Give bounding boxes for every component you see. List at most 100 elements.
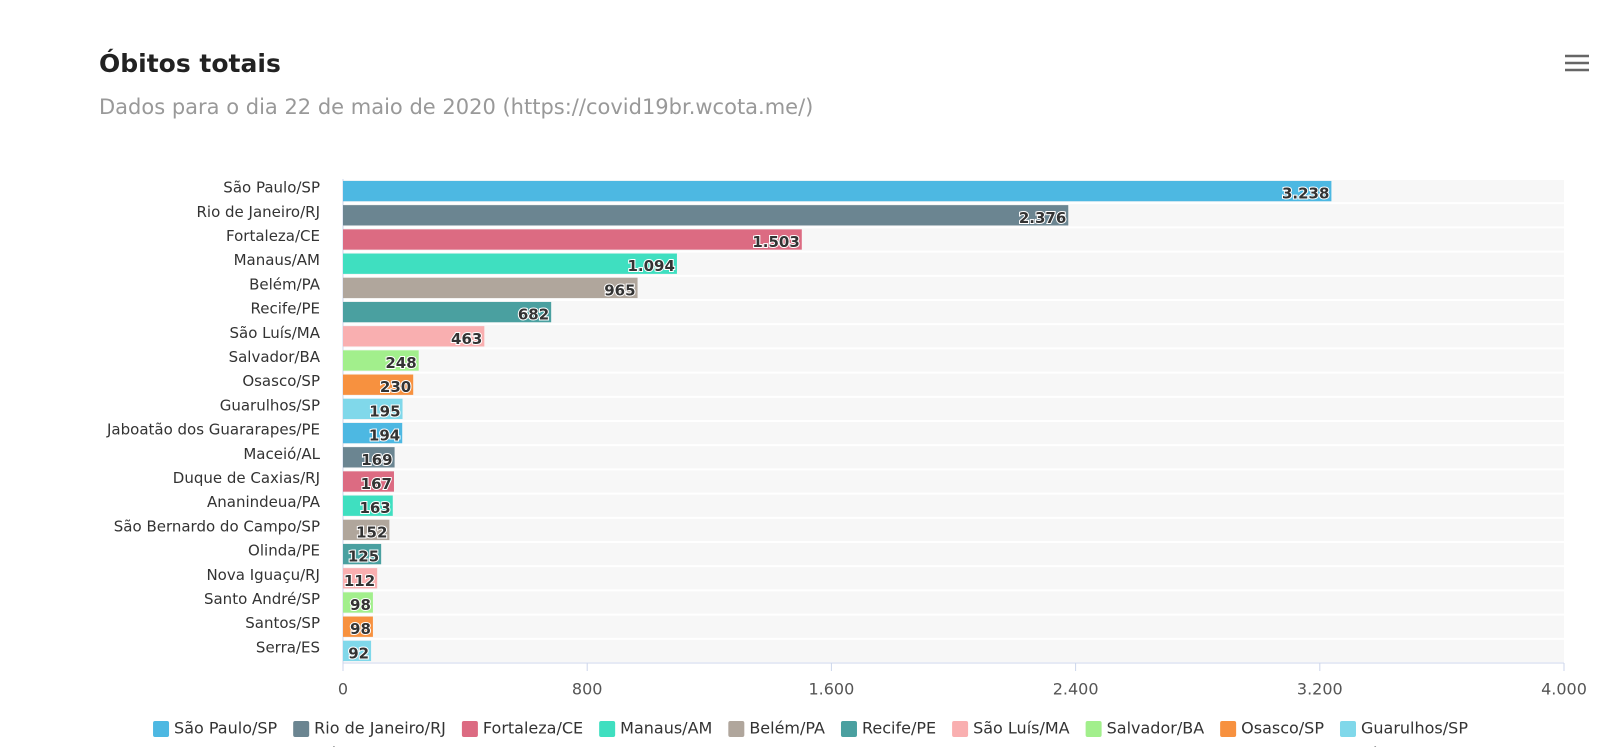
- legend-label: Maceió/AL: [281, 745, 363, 747]
- data-label: 194: [369, 427, 400, 445]
- row-band: [343, 615, 1564, 638]
- legend-item[interactable]: Olinda/PE: [987, 745, 1085, 747]
- y-tick-label: Duque de Caxias/RJ: [173, 469, 320, 487]
- legend-label: Rio de Janeiro/RJ: [314, 719, 446, 738]
- bar: [343, 592, 373, 613]
- y-tick-label: Recife/PE: [251, 300, 320, 318]
- row-band: [343, 397, 1564, 420]
- y-tick-label: Osasco/SP: [242, 372, 320, 390]
- y-tick-label: São Bernardo do Campo/SP: [114, 517, 320, 535]
- legend-label: Recife/PE: [862, 719, 936, 738]
- bar: [343, 229, 802, 250]
- data-label: 98: [350, 620, 371, 638]
- legend-item[interactable]: Jaboatão dos Guararapes/PE: [0, 745, 244, 747]
- data-label: 163: [359, 499, 390, 517]
- legend-item[interactable]: Salvador/BA: [1085, 719, 1205, 738]
- y-tick-label: Serra/ES: [256, 638, 320, 656]
- legend-item[interactable]: Belém/PA: [728, 719, 825, 738]
- data-label: 2.376: [1019, 209, 1066, 227]
- legend-label: Fortaleza/CE: [483, 719, 583, 738]
- legend-label: Santos/SP: [1441, 745, 1521, 747]
- bar: [343, 543, 382, 565]
- data-label: 3.238: [1282, 185, 1329, 203]
- legend-item[interactable]: Serra/ES: [1536, 745, 1621, 747]
- data-label: 125: [348, 548, 379, 566]
- bar: [343, 447, 395, 468]
- legend-label: Olinda/PE: [1008, 745, 1085, 747]
- legend-label: Guarulhos/SP: [1361, 719, 1468, 738]
- legend-item[interactable]: Duque de Caxias/RJ: [378, 745, 556, 747]
- legend-item[interactable]: São Luís/MA: [952, 719, 1070, 738]
- row-band: [343, 543, 1564, 566]
- bar: [343, 398, 403, 420]
- x-tick-label: 4.000: [1541, 680, 1587, 699]
- bar: [343, 640, 372, 662]
- row-band: [343, 567, 1564, 590]
- data-label: 965: [604, 281, 635, 299]
- y-tick-label: Fortaleza/CE: [226, 227, 320, 245]
- legend-item[interactable]: Guarulhos/SP: [1339, 719, 1468, 738]
- legend-item[interactable]: Santos/SP: [1420, 745, 1521, 747]
- legend-label: São Paulo/SP: [174, 719, 277, 738]
- legend-item[interactable]: Manaus/AM: [599, 719, 712, 738]
- row-band: [343, 349, 1564, 372]
- legend-item[interactable]: Rio de Janeiro/RJ: [293, 719, 446, 738]
- y-tick-label: São Paulo/SP: [223, 179, 320, 197]
- legend-swatch: [1220, 721, 1237, 737]
- chart-subtitle: Dados para o dia 22 de maio de 2020 (htt…: [99, 95, 813, 119]
- legend-item[interactable]: São Paulo/SP: [153, 719, 278, 738]
- legend-swatch: [952, 721, 969, 737]
- data-label: 169: [361, 451, 392, 469]
- legend-label: Osasco/SP: [1241, 719, 1324, 738]
- legend-swatch: [840, 721, 857, 737]
- y-tick-label: Belém/PA: [249, 275, 321, 293]
- row-band: [343, 518, 1564, 541]
- row-band: [343, 422, 1564, 445]
- row-band: [343, 591, 1564, 614]
- legend-label: São Luís/MA: [973, 719, 1070, 738]
- y-tick-label: Olinda/PE: [248, 542, 320, 560]
- legend-swatch: [153, 721, 170, 737]
- legend-label: Ananindeua/PA: [593, 745, 714, 747]
- x-tick-label: 0: [338, 680, 348, 699]
- legend-label: Belém/PA: [749, 719, 825, 738]
- bar: [343, 326, 485, 347]
- legend-item[interactable]: Maceió/AL: [260, 745, 363, 747]
- data-label: 1.503: [752, 233, 799, 251]
- y-tick-label: Guarulhos/SP: [220, 396, 320, 414]
- legend-swatch: [728, 721, 745, 737]
- y-tick-label: São Luís/MA: [230, 324, 321, 342]
- y-tick-label: Manaus/AM: [234, 251, 320, 269]
- data-label: 92: [348, 644, 369, 662]
- data-label: 112: [344, 572, 375, 590]
- y-tick-label: Santo André/SP: [204, 590, 320, 608]
- legend-label: Manaus/AM: [620, 719, 712, 738]
- bar: [343, 253, 677, 274]
- legend-item[interactable]: Fortaleza/CE: [461, 719, 583, 738]
- bar: [343, 422, 403, 444]
- chart-title: Óbitos totais: [99, 48, 281, 78]
- row-band: [343, 325, 1564, 348]
- menu-button[interactable]: [1565, 54, 1589, 72]
- row-band: [343, 470, 1564, 493]
- row-band: [343, 301, 1564, 324]
- y-tick-label: Nova Iguaçu/RJ: [206, 566, 320, 584]
- legend-item[interactable]: Osasco/SP: [1220, 719, 1324, 738]
- legend-item[interactable]: Nova Iguaçu/RJ: [1101, 745, 1243, 747]
- data-label: 230: [380, 378, 411, 396]
- data-label: 152: [356, 523, 387, 541]
- legend-item[interactable]: Santo André/SP: [1259, 745, 1404, 747]
- row-band: [343, 373, 1564, 396]
- data-label: 195: [369, 402, 400, 420]
- x-tick-label: 1.600: [808, 680, 854, 699]
- legend-item[interactable]: São Bernardo do Campo/SP: [730, 745, 971, 747]
- data-label: 1.094: [627, 257, 674, 275]
- legend-item[interactable]: Recife/PE: [840, 719, 936, 738]
- bar: [343, 495, 393, 516]
- data-label: 682: [518, 306, 549, 324]
- bar: [343, 568, 378, 589]
- legend-item[interactable]: Ananindeua/PA: [572, 745, 714, 747]
- legend-label: Nova Iguaçu/RJ: [1122, 745, 1243, 747]
- bar: [343, 519, 390, 541]
